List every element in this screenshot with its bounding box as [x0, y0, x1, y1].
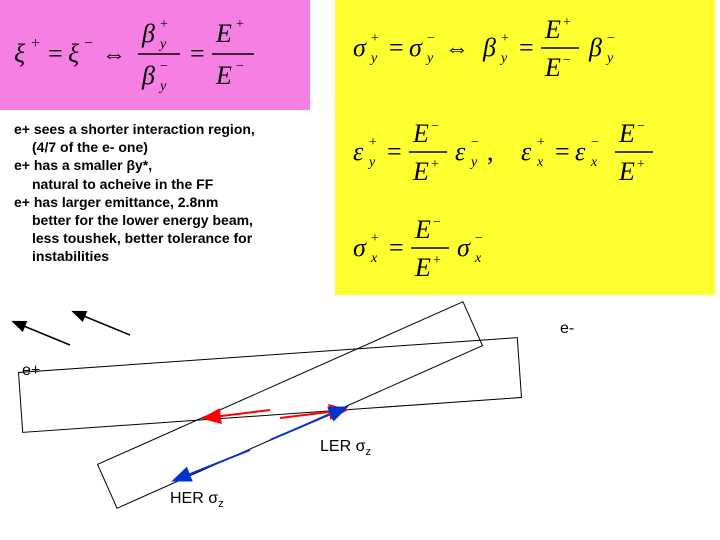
- svg-text:=: =: [555, 137, 570, 166]
- svg-text:⇔: ⇔: [445, 36, 469, 62]
- svg-text:+: +: [501, 31, 509, 46]
- svg-text:−: −: [475, 231, 483, 246]
- svg-text:E: E: [618, 119, 635, 148]
- description-line: better for the lower energy beam,: [14, 211, 354, 229]
- description-line: instabilities: [14, 247, 354, 265]
- svg-text:=: =: [190, 39, 205, 68]
- svg-text:y: y: [605, 51, 614, 66]
- svg-text:−: −: [160, 59, 168, 74]
- svg-text:x: x: [590, 155, 598, 170]
- svg-text:E: E: [412, 119, 429, 148]
- interaction-diagram: [10, 290, 710, 530]
- svg-text:−: −: [433, 215, 441, 230]
- svg-text:y: y: [369, 51, 378, 66]
- svg-text:σ: σ: [353, 233, 367, 262]
- svg-text:E: E: [215, 19, 232, 48]
- svg-text:σ: σ: [353, 33, 367, 62]
- description-line: (4/7 of the e- one): [14, 138, 354, 156]
- svg-text:ξ: ξ: [68, 39, 80, 68]
- description-line: natural to acheive in the FF: [14, 175, 354, 193]
- svg-text:E: E: [215, 61, 232, 90]
- svg-text:=: =: [519, 33, 534, 62]
- svg-text:ε: ε: [455, 137, 466, 166]
- svg-text:ε: ε: [521, 137, 532, 166]
- label-eplus: e+: [22, 362, 40, 380]
- svg-text:+: +: [371, 31, 379, 46]
- svg-text:+: +: [30, 35, 41, 52]
- svg-text:β: β: [588, 33, 602, 62]
- svg-text:+: +: [563, 15, 571, 30]
- svg-text:E: E: [412, 157, 429, 186]
- description-text: e+ sees a shorter interaction region,(4/…: [14, 120, 354, 266]
- svg-text:+: +: [637, 157, 645, 172]
- svg-text:+: +: [537, 135, 545, 150]
- svg-text:ξ: ξ: [14, 39, 26, 68]
- svg-text:−: −: [607, 31, 615, 46]
- svg-text:−: −: [591, 135, 599, 150]
- svg-text:−: −: [563, 53, 571, 68]
- svg-text:−: −: [236, 59, 244, 74]
- svg-text:+: +: [236, 17, 244, 32]
- svg-text:β: β: [482, 33, 496, 62]
- svg-text:β: β: [141, 19, 155, 48]
- label-her: HER σz: [170, 490, 224, 510]
- svg-text:+: +: [371, 231, 379, 246]
- svg-text:⇔: ⇔: [102, 42, 126, 68]
- svg-text:=: =: [48, 39, 63, 68]
- svg-text:x: x: [536, 155, 544, 170]
- svg-text:−: −: [637, 119, 645, 134]
- svg-text:−: −: [427, 31, 435, 46]
- svg-text:ε: ε: [353, 137, 364, 166]
- svg-text:=: =: [389, 33, 404, 62]
- label-ler: LER σz: [320, 438, 371, 458]
- svg-text:y: y: [425, 51, 434, 66]
- svg-text:x: x: [474, 251, 482, 266]
- description-line: e+ has a smaller βy*,: [14, 156, 354, 174]
- svg-text:+: +: [433, 253, 441, 268]
- left-formula-svg: ξ + = ξ − ⇔ βy+ βy− = E+ E−: [0, 0, 310, 110]
- right-formula-box: σ+y = σ−y ⇔ β+y = E+ E− β−y ε+y = E− E+ …: [335, 0, 715, 295]
- description-line: e+ has larger emittance, 2.8nm: [14, 193, 354, 211]
- svg-text:σ: σ: [409, 33, 423, 62]
- svg-text:+: +: [431, 157, 439, 172]
- svg-text:x: x: [370, 251, 378, 266]
- svg-text:y: y: [499, 51, 508, 66]
- svg-text:y: y: [367, 155, 376, 170]
- svg-text:E: E: [544, 15, 561, 44]
- svg-text:+: +: [160, 17, 168, 32]
- svg-text:E: E: [414, 253, 431, 282]
- left-formula-box: ξ + = ξ − ⇔ βy+ βy− = E+ E−: [0, 0, 310, 110]
- svg-text:ε: ε: [575, 137, 586, 166]
- svg-text:,: ,: [487, 137, 494, 166]
- svg-text:−: −: [471, 135, 479, 150]
- svg-text:β: β: [141, 61, 155, 90]
- label-eminus: e-: [560, 320, 574, 338]
- svg-text:+: +: [369, 135, 377, 150]
- svg-text:σ: σ: [457, 233, 471, 262]
- svg-text:y: y: [469, 155, 478, 170]
- svg-text:E: E: [414, 215, 431, 244]
- svg-text:−: −: [84, 35, 93, 52]
- svg-text:E: E: [544, 53, 561, 82]
- svg-text:=: =: [387, 137, 402, 166]
- svg-text:=: =: [389, 233, 404, 262]
- svg-text:E: E: [618, 157, 635, 186]
- svg-text:y: y: [158, 79, 167, 94]
- right-formula-svg: σ+y = σ−y ⇔ β+y = E+ E− β−y ε+y = E− E+ …: [335, 0, 715, 295]
- description-line: e+ sees a shorter interaction region,: [14, 120, 354, 138]
- svg-text:y: y: [158, 37, 167, 52]
- svg-text:−: −: [431, 119, 439, 134]
- description-line: less toushek, better tolerance for: [14, 229, 354, 247]
